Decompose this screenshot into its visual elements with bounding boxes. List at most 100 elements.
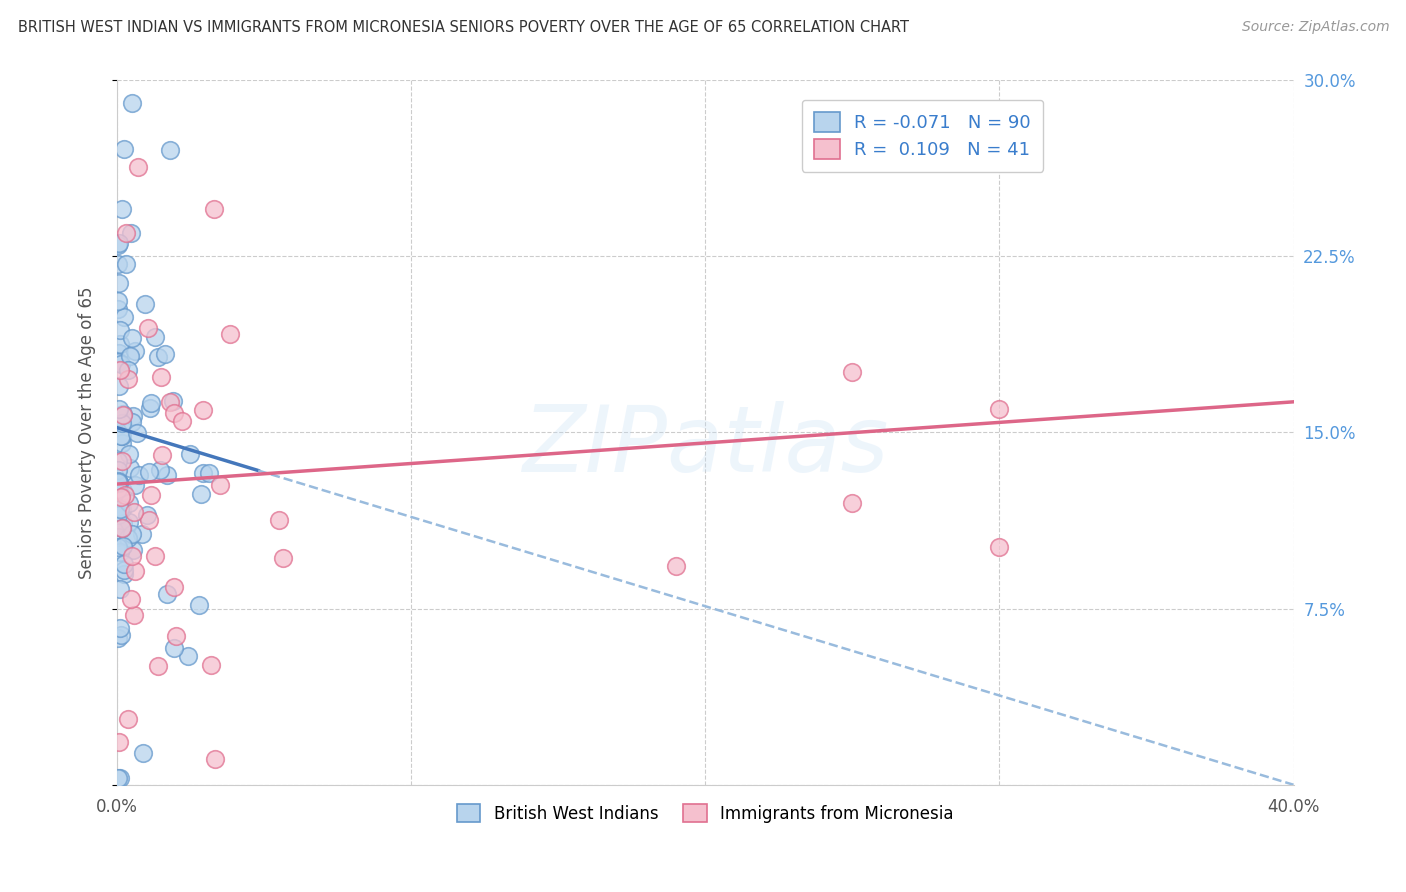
Point xyxy=(107,540,129,554)
Point xyxy=(132,746,155,760)
Point xyxy=(138,513,160,527)
Point xyxy=(110,454,132,468)
Point xyxy=(108,582,131,597)
Point xyxy=(108,734,131,748)
Point xyxy=(117,362,139,376)
Point xyxy=(665,559,688,574)
Point xyxy=(107,771,129,785)
Point xyxy=(179,447,201,461)
Point xyxy=(110,202,132,217)
Point xyxy=(165,629,187,643)
Point xyxy=(111,501,134,516)
Point xyxy=(121,527,143,541)
Point xyxy=(107,354,129,368)
Point xyxy=(145,330,167,344)
Point xyxy=(110,544,132,558)
Point xyxy=(110,628,132,642)
Point xyxy=(121,331,143,345)
Point xyxy=(111,483,134,498)
Point xyxy=(120,226,142,240)
Point xyxy=(118,349,141,363)
Y-axis label: Seniors Poverty Over the Age of 65: Seniors Poverty Over the Age of 65 xyxy=(79,286,96,579)
Point xyxy=(107,482,129,496)
Point xyxy=(111,408,134,422)
Point xyxy=(118,515,141,529)
Point xyxy=(114,488,136,502)
Point xyxy=(988,541,1011,555)
Point xyxy=(112,142,135,156)
Point xyxy=(121,549,143,563)
Point xyxy=(136,321,159,335)
Point xyxy=(146,659,169,673)
Point xyxy=(108,323,131,337)
Point xyxy=(150,369,173,384)
Point xyxy=(146,351,169,365)
Point xyxy=(120,592,142,607)
Point xyxy=(107,631,129,645)
Point xyxy=(108,346,131,360)
Point xyxy=(107,508,129,523)
Point xyxy=(141,488,163,502)
Point xyxy=(156,468,179,483)
Point xyxy=(112,563,135,577)
Point xyxy=(117,371,139,385)
Point xyxy=(107,302,129,317)
Text: Source: ZipAtlas.com: Source: ZipAtlas.com xyxy=(1241,20,1389,34)
Point xyxy=(155,347,177,361)
Point xyxy=(107,463,129,477)
Point xyxy=(108,502,131,516)
Point xyxy=(200,658,222,673)
Point xyxy=(118,447,141,461)
Point xyxy=(107,294,129,309)
Point xyxy=(163,640,186,655)
Point xyxy=(112,566,135,581)
Point xyxy=(107,476,129,491)
Point xyxy=(107,238,129,252)
Legend: British West Indians, Immigrants from Micronesia: British West Indians, Immigrants from Mi… xyxy=(450,797,960,830)
Point xyxy=(112,557,135,571)
Point xyxy=(138,465,160,479)
Point xyxy=(143,549,166,564)
Point xyxy=(162,406,184,420)
Text: BRITISH WEST INDIAN VS IMMIGRANTS FROM MICRONESIA SENIORS POVERTY OVER THE AGE O: BRITISH WEST INDIAN VS IMMIGRANTS FROM M… xyxy=(18,20,910,35)
Point xyxy=(110,490,132,504)
Point xyxy=(107,402,129,417)
Point xyxy=(841,365,863,379)
Point xyxy=(110,622,132,636)
Point xyxy=(110,357,132,371)
Point xyxy=(159,394,181,409)
Point xyxy=(125,425,148,440)
Point xyxy=(107,257,129,271)
Point xyxy=(122,607,145,622)
Point xyxy=(107,454,129,468)
Point xyxy=(273,550,295,565)
Point xyxy=(107,355,129,369)
Point xyxy=(204,752,226,766)
Point xyxy=(110,428,132,442)
Point xyxy=(107,236,129,251)
Point xyxy=(139,396,162,410)
Point xyxy=(107,276,129,290)
Point xyxy=(162,394,184,409)
Point xyxy=(176,648,198,663)
Point xyxy=(124,564,146,578)
Point xyxy=(190,486,212,500)
Point xyxy=(111,416,134,430)
Text: ZIPatlas: ZIPatlas xyxy=(522,401,889,491)
Point xyxy=(841,496,863,510)
Point xyxy=(111,516,134,530)
Point xyxy=(111,521,134,535)
Point xyxy=(115,226,138,240)
Point xyxy=(111,521,134,535)
Point xyxy=(197,467,219,481)
Point xyxy=(124,344,146,359)
Point xyxy=(135,508,157,522)
Point xyxy=(163,580,186,594)
Point xyxy=(112,310,135,325)
Point xyxy=(127,160,149,174)
Point xyxy=(121,415,143,429)
Point xyxy=(118,496,141,510)
Point xyxy=(112,539,135,553)
Point xyxy=(121,543,143,558)
Point xyxy=(107,474,129,488)
